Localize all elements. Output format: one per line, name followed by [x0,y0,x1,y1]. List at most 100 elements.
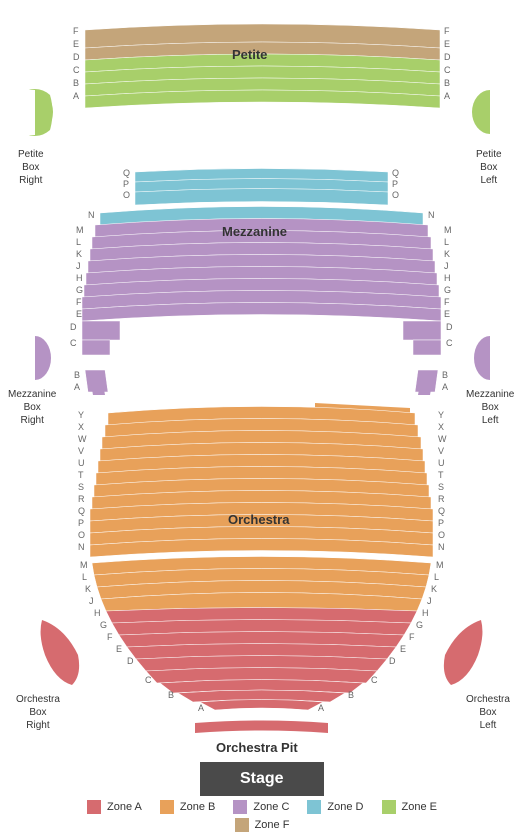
row-label: G [416,620,423,630]
mezzanine-section[interactable] [82,169,441,396]
legend-item: Zone C [233,800,289,814]
row-label: Y [78,410,84,420]
orch-box-right-label: Orchestra Box Right [16,693,60,732]
row-label: P [78,518,84,528]
row-label: C [446,338,453,348]
legend-item: Zone E [382,800,437,814]
row-label: R [78,494,85,504]
row-label: U [78,458,85,468]
row-label: Y [438,410,444,420]
row-label: L [82,572,87,582]
row-label: F [73,26,79,36]
row-label: N [428,210,435,220]
row-label: N [78,542,85,552]
row-label: M [76,225,84,235]
row-label: J [427,596,432,606]
petite-box-right-label: Petite Box Right [18,148,44,187]
row-label: D [444,52,451,62]
row-label: D [389,656,396,666]
orch-box-left-label: Orchestra Box Left [466,693,510,732]
row-label: F [107,632,113,642]
legend: Zone AZone BZone CZone DZone EZone F [82,800,442,832]
row-label: M [436,560,444,570]
row-label: H [76,273,83,283]
row-label: T [78,470,84,480]
legend-item: Zone B [160,800,215,814]
row-label: K [431,584,437,594]
legend-swatch [160,800,174,814]
legend-swatch [307,800,321,814]
row-label: Q [392,168,399,178]
legend-swatch [87,800,101,814]
row-label: P [392,179,398,189]
petite-box-left-label: Petite Box Left [476,148,502,187]
legend-swatch [233,800,247,814]
legend-text: Zone B [180,801,215,813]
row-label: V [78,446,84,456]
row-label: O [123,190,130,200]
row-label: L [444,237,449,247]
row-label: H [444,273,451,283]
row-label: K [76,249,82,259]
row-label: A [444,91,450,101]
row-label: D [127,656,134,666]
row-label: B [444,78,450,88]
row-label: H [94,608,101,618]
row-label: P [123,179,129,189]
row-label: A [198,703,204,713]
row-label: G [100,620,107,630]
orch-box-right-shape[interactable] [41,620,80,685]
row-label: S [78,482,84,492]
row-label: D [446,322,453,332]
row-label: D [73,52,80,62]
legend-text: Zone C [253,801,289,813]
mezz-box-left-label: Mezzanine Box Left [466,388,514,427]
legend-text: Zone F [255,819,290,831]
legend-text: Zone E [402,801,437,813]
row-label: X [438,422,444,432]
pit-label: Orchestra Pit [216,740,298,755]
orchestra-section[interactable] [90,403,433,710]
row-label: N [88,210,95,220]
row-label: O [438,530,445,540]
row-label: B [74,370,80,380]
orchestra-label: Orchestra [228,512,289,527]
row-label: F [444,26,450,36]
row-label: V [438,446,444,456]
row-label: H [422,608,429,618]
legend-text: Zone A [107,801,142,813]
row-label: B [73,78,79,88]
row-label: G [444,285,451,295]
row-label: Q [78,506,85,516]
row-label: K [85,584,91,594]
row-label: M [444,225,452,235]
mezzanine-label: Mezzanine [222,224,287,239]
orch-box-left-shape[interactable] [444,620,483,685]
petite-section[interactable] [85,24,440,108]
row-label: F [409,632,415,642]
row-label: O [392,190,399,200]
row-label: C [73,65,80,75]
row-label: C [145,675,152,685]
row-label: B [442,370,448,380]
row-label: A [73,91,79,101]
row-label: Q [123,168,130,178]
row-label: E [444,39,450,49]
row-label: B [168,690,174,700]
row-label: E [444,309,450,319]
row-label: E [73,39,79,49]
row-label: U [438,458,445,468]
orchestra-pit-shape[interactable] [195,721,328,734]
row-label: P [438,518,444,528]
row-label: J [76,261,81,271]
row-label: C [70,338,77,348]
legend-item: Zone A [87,800,142,814]
row-label: W [78,434,87,444]
row-label: R [438,494,445,504]
row-label: L [434,572,439,582]
row-label: K [444,249,450,259]
row-label: W [438,434,447,444]
row-label: A [318,703,324,713]
row-label: J [444,261,449,271]
row-label: E [76,309,82,319]
